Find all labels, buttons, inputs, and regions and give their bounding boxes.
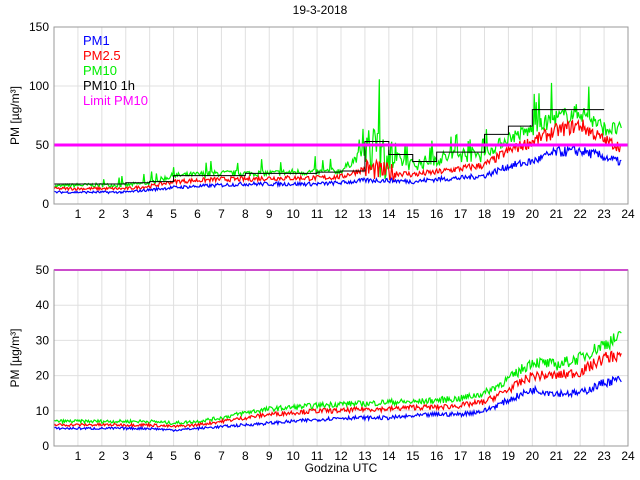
y-tick-label: 0	[42, 439, 49, 453]
x-tick-label: 1	[75, 449, 82, 463]
x-tick-label: 3	[122, 207, 129, 221]
y-tick-label: 100	[29, 79, 49, 93]
plot-border	[53, 269, 629, 447]
y-tick-label: 30	[36, 333, 50, 347]
x-tick-label: 23	[597, 449, 611, 463]
bottom-plot: 1 2 3 4 5 6 7 8 9 10 11 12 13 14 15 16 17 18 19 20 21 22 23 240…	[8, 263, 635, 475]
x-tick-label: 21	[550, 207, 564, 221]
x-tick-label: 15	[406, 449, 420, 463]
legend-entry: PM10 1h	[83, 78, 135, 93]
x-tick-label: 13	[358, 449, 372, 463]
legend-entry: PM1	[83, 33, 110, 48]
series-pm10-1h	[54, 109, 605, 185]
x-tick-label: 6	[194, 449, 201, 463]
y-tick-label: 20	[36, 369, 50, 383]
x-tick-label: 18	[478, 449, 492, 463]
x-tick-label: 22	[573, 449, 587, 463]
x-tick-label: 19	[502, 449, 516, 463]
x-tick-label: 1	[75, 207, 82, 221]
chart-title: 19-3-2018	[293, 3, 348, 17]
y-tick-label: 0	[42, 197, 49, 211]
x-tick-label: 3	[122, 449, 129, 463]
y-tick-label: 50	[36, 263, 50, 277]
x-tick-label: 8	[242, 207, 249, 221]
x-tick-label: 20	[526, 449, 540, 463]
top-plot: 1 2 3 4 5 6 7 8 9 10 11 12 13 14 15 16 17 18 19 20 21 22 23 240…	[8, 20, 635, 221]
x-tick-label: 7	[218, 207, 225, 221]
x-tick-label: 14	[382, 449, 396, 463]
x-tick-label: 12	[334, 207, 348, 221]
x-tick-label: 18	[478, 207, 492, 221]
legend-entry: PM2.5	[83, 48, 121, 63]
x-tick-label: 6	[194, 207, 201, 221]
x-tick-label: 10	[286, 449, 300, 463]
x-tick-label: 14	[382, 207, 396, 221]
y-tick-label: 150	[29, 20, 49, 34]
x-tick-label: 16	[430, 449, 444, 463]
x-tick-label: 19	[502, 207, 516, 221]
x-tick-label: 5	[170, 449, 177, 463]
x-tick-label: 17	[454, 449, 468, 463]
x-tick-label: 17	[454, 207, 468, 221]
series-pm1	[53, 144, 622, 195]
legend-entry: Limit PM10	[83, 93, 148, 108]
y-tick-label: 50	[36, 138, 50, 152]
x-tick-label: 7	[218, 449, 225, 463]
x-tick-label: 16	[430, 207, 444, 221]
x-axis-label: Godzina UTC	[305, 461, 378, 475]
y-axis-label: PM [µg/m³]	[8, 86, 22, 145]
x-tick-label: 21	[550, 449, 564, 463]
x-tick-label: 11	[311, 449, 324, 463]
y-tick-label: 10	[36, 404, 50, 418]
plot-border	[53, 26, 629, 205]
x-tick-label: 4	[146, 207, 153, 221]
x-tick-label: 23	[597, 207, 611, 221]
x-tick-label: 8	[242, 449, 249, 463]
x-tick-label: 10	[286, 207, 300, 221]
x-tick-label: 22	[573, 207, 587, 221]
x-tick-label: 20	[526, 207, 540, 221]
y-tick-label: 40	[36, 298, 50, 312]
x-tick-label: 13	[358, 207, 372, 221]
x-tick-label: 4	[146, 449, 153, 463]
x-tick-label: 11	[311, 207, 324, 221]
legend-entry: PM10	[83, 63, 117, 78]
x-tick-label: 12	[334, 449, 348, 463]
y-axis-label: PM [µg/m³]	[8, 329, 22, 388]
x-tick-label: 24	[621, 449, 635, 463]
series-pm25	[53, 350, 622, 429]
x-tick-label: 15	[406, 207, 420, 221]
x-tick-label: 9	[266, 207, 273, 221]
x-tick-label: 5	[170, 207, 177, 221]
x-tick-label: 2	[98, 449, 105, 463]
x-tick-label: 9	[266, 449, 273, 463]
series-pm1	[54, 375, 622, 433]
x-tick-label: 24	[621, 207, 635, 221]
series-pm25	[53, 118, 622, 192]
x-tick-label: 2	[98, 207, 105, 221]
